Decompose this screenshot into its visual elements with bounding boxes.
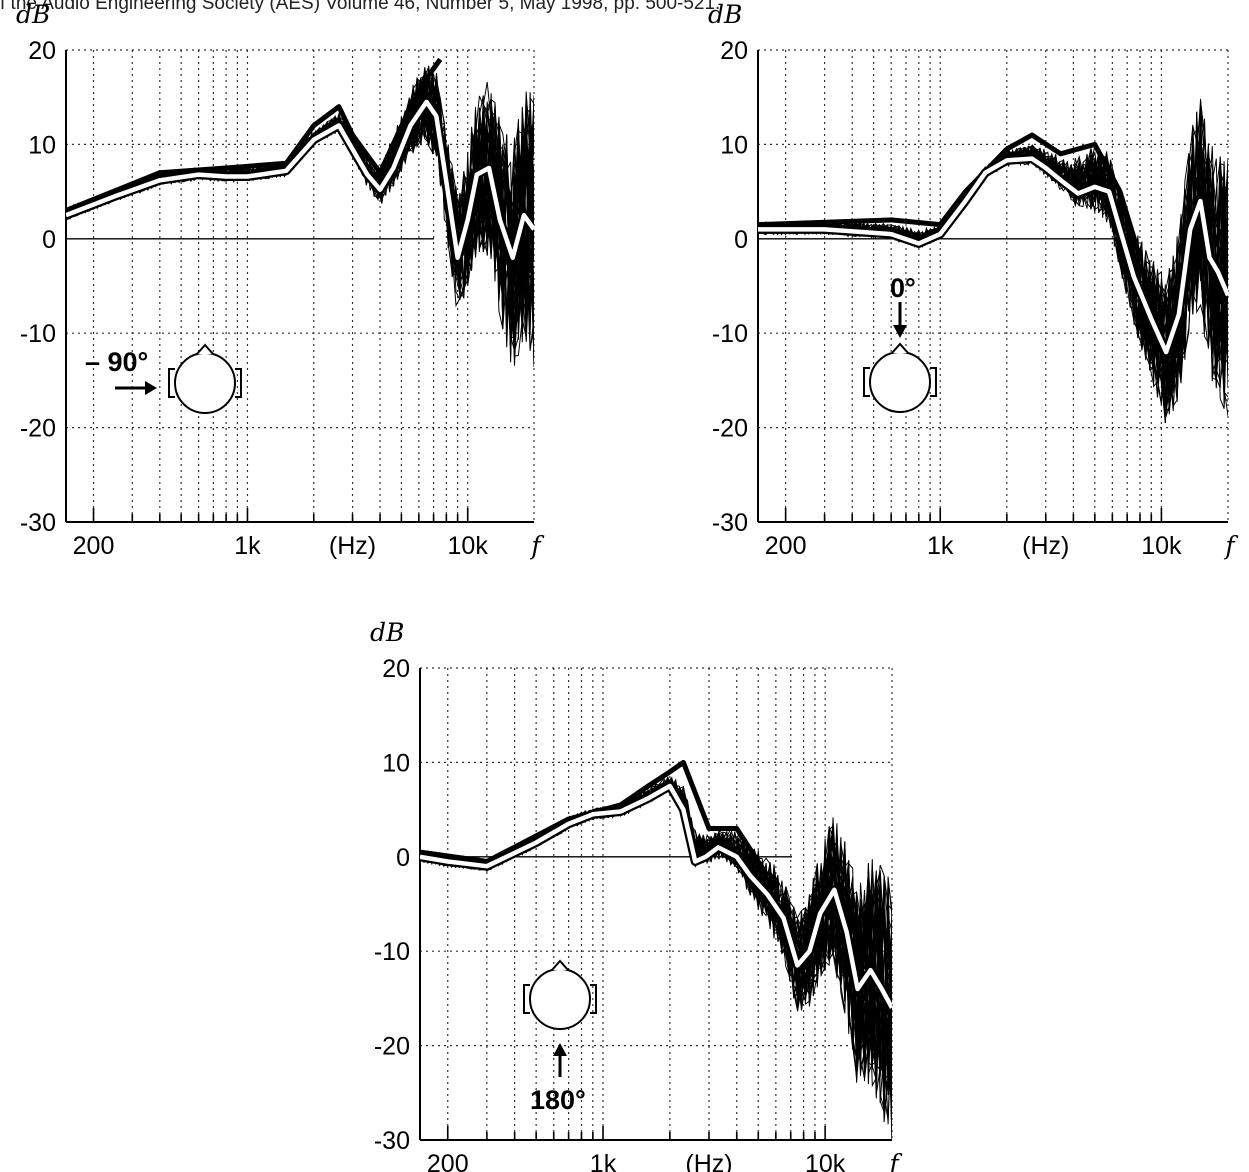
y-tick-label: -30 [374, 1127, 410, 1155]
x-tick-label: (Hz) [1022, 532, 1069, 560]
x-tick-label: 200 [765, 532, 807, 560]
envelope-curve [758, 132, 1143, 259]
mean-curve-outline [758, 154, 1228, 357]
x-tick-label: 10k [448, 532, 489, 560]
angle-label: 0° [890, 273, 916, 303]
y-tick-label: 20 [28, 37, 56, 65]
y-tick-label: -10 [20, 320, 56, 348]
y-tick-label: -10 [712, 320, 748, 348]
panel-2: 20 10 0 -10 -20 -30 200 1k (Hz) 10k f dB 0° [708, 0, 1238, 560]
x-tick-label: (Hz) [329, 532, 376, 560]
x-tick-label: 1k [927, 532, 954, 560]
x-tick-label: 200 [427, 1150, 469, 1172]
curves [758, 98, 1228, 424]
x-axis-symbol: f [1223, 531, 1238, 560]
panel-3: 20 10 0 -10 -20 -30 200 1k (Hz) 10k f dB 180° [370, 618, 902, 1172]
y-tick-label: -30 [20, 509, 56, 537]
x-tick-label: 10k [1141, 532, 1182, 560]
y-tick-label: -20 [20, 415, 56, 443]
direction-arrow [553, 1043, 567, 1077]
y-tick-label: 20 [382, 655, 410, 683]
head-icon [168, 343, 242, 414]
y-axis-label: dB [708, 0, 742, 29]
y-tick-label: 0 [396, 844, 410, 872]
y-tick-label: 0 [42, 226, 56, 254]
curves [66, 57, 534, 367]
mean-curve [420, 783, 892, 1009]
y-axis-label: dB [16, 0, 50, 29]
y-axis-label: dB [370, 618, 404, 647]
x-axis-symbol: f [887, 1149, 902, 1172]
x-tick-label: 1k [234, 532, 261, 560]
x-tick-label: 10k [805, 1150, 846, 1172]
direction-arrow [115, 381, 157, 395]
mean-curve [66, 99, 534, 260]
y-tick-label: -20 [374, 1033, 410, 1061]
envelope-curve [66, 57, 443, 213]
individual-curve [420, 781, 892, 1123]
y-tick-label: -20 [712, 415, 748, 443]
direction-arrow [893, 302, 907, 338]
angle-label: – 90° [85, 347, 148, 377]
x-tick-label: 1k [590, 1150, 617, 1172]
y-tick-label: -10 [374, 938, 410, 966]
panel-1: 20 10 0 -10 -20 -30 200 1k (Hz) 10k f dB – 90° [16, 0, 544, 560]
y-tick-label: -30 [712, 509, 748, 537]
y-tick-label: 0 [734, 226, 748, 254]
x-tick-label: (Hz) [685, 1150, 732, 1172]
citation-header: f the Audio Engineering Society (AES) Vo… [0, 0, 721, 14]
curves [420, 759, 892, 1140]
y-tick-label: 10 [28, 131, 56, 159]
y-tick-label: 10 [382, 749, 410, 777]
individual-curve [758, 149, 1228, 385]
y-tick-label: 20 [720, 37, 748, 65]
head-icon [863, 342, 937, 413]
y-tick-label: 10 [720, 131, 748, 159]
angle-label: 180° [530, 1085, 586, 1115]
x-axis-symbol: f [529, 531, 544, 560]
head-icon [523, 959, 597, 1030]
mean-curve [758, 156, 1228, 355]
individual-curve [66, 75, 534, 348]
envelope-curve [420, 759, 770, 878]
x-tick-label: 200 [73, 532, 115, 560]
